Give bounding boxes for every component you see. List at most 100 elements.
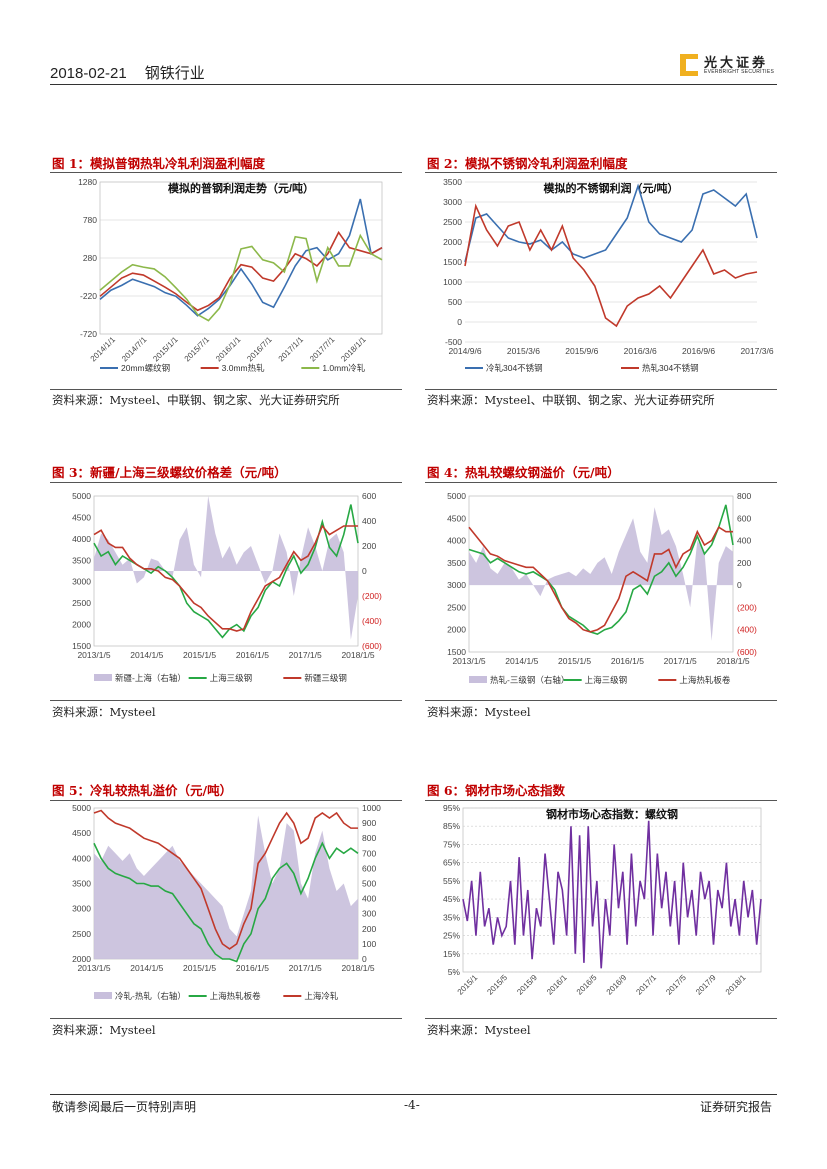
y2-tick-label: 800: [737, 491, 751, 501]
x-tick-label: 2015/9: [515, 973, 539, 997]
y2-tick-label: 300: [362, 909, 376, 919]
y-tick-label: 25%: [443, 931, 460, 941]
x-tick-label: 2018/1/5: [716, 656, 749, 666]
x-tick-label: 2018/1/1: [339, 335, 368, 364]
header-divider: [50, 84, 777, 85]
legend-label: 上海热轧板卷: [679, 675, 731, 685]
x-tick-label: 2015/3/6: [507, 346, 540, 356]
legend-label: 热轧-三级钢（右轴）: [490, 675, 569, 685]
y-tick-label: 15%: [443, 949, 460, 959]
x-tick-label: 2016/1: [545, 973, 569, 997]
y-tick-label: 65%: [443, 858, 460, 868]
y-tick-label: 500: [448, 297, 462, 307]
y-tick-label: 1500: [447, 647, 466, 657]
figure-6-source: 资料来源：Mysteel: [427, 1023, 531, 1037]
fig5-bottom-rule: [50, 1018, 402, 1019]
chart-1: 模拟的普钢利润走势（元/吨）1280780280-220-7202014/1/1…: [78, 177, 383, 373]
x-tick-label: 2016/1/5: [236, 963, 269, 973]
fig3-rule: [50, 482, 402, 483]
y-tick-label: 4500: [72, 828, 91, 838]
chart-4: 5000450040003500300025002000150080060040…: [447, 491, 757, 685]
legend-label: 3.0mm热轧: [222, 363, 265, 373]
legend-swatch: [94, 992, 112, 999]
y-tick-label: 5000: [72, 491, 91, 501]
y-tick-label: 3000: [443, 197, 462, 207]
y-tick-label: -720: [80, 329, 97, 339]
y-tick-label: 85%: [443, 821, 460, 831]
series-line: [99, 198, 383, 317]
x-tick-label: 2016/5: [575, 973, 599, 997]
fig4-bottom-rule: [425, 700, 777, 701]
x-tick-label: 2015/1/5: [558, 656, 591, 666]
y-tick-label: 35%: [443, 912, 460, 922]
y-tick-label: 3000: [447, 580, 466, 590]
y-tick-label: 4500: [72, 512, 91, 522]
industry-label: 钢铁行业: [144, 65, 205, 82]
x-tick-label: 2018/1/5: [341, 963, 374, 973]
figure-4-source: 资料来源：Mysteel: [427, 705, 531, 719]
page-number: -4-: [404, 1098, 420, 1112]
y-tick-label: 1280: [78, 177, 97, 187]
y-tick-label: 5000: [447, 491, 466, 501]
chart-3: 5000450040003500300025002000150060040020…: [72, 491, 382, 683]
footer-disclaimer: 敬请参阅最后一页特别声明: [52, 1100, 197, 1114]
y-tick-label: 4000: [72, 534, 91, 544]
x-tick-label: 2016/3/6: [624, 346, 657, 356]
y-tick-label: 280: [83, 253, 97, 263]
figure-1-title: 图 1：模拟普钢热轧冷轧利润盈利幅度: [52, 156, 266, 171]
x-tick-label: 2017/3/6: [740, 346, 773, 356]
y-tick-label: 1000: [443, 277, 462, 287]
fig1-rule: [50, 172, 402, 173]
y2-tick-label: 900: [362, 818, 376, 828]
x-tick-label: 2016/1/1: [214, 335, 243, 364]
y-tick-label: 3500: [447, 558, 466, 568]
figure-2-title: 图 2：模拟不锈钢冷轧利润盈利幅度: [427, 156, 628, 171]
y-tick-label: 45%: [443, 894, 460, 904]
y-tick-label: 3500: [72, 879, 91, 889]
legend-label: 1.0mm冷轧: [322, 363, 365, 373]
y2-tick-label: (400): [737, 625, 757, 635]
report-date: 2018-02-21: [50, 65, 127, 82]
y2-tick-label: 0: [362, 954, 367, 964]
y-tick-label: 55%: [443, 876, 460, 886]
legend-label: 20mm螺纹钢: [121, 363, 170, 373]
x-tick-label: 2017/9: [694, 973, 718, 997]
y2-tick-label: (200): [737, 602, 757, 612]
fig4-rule: [425, 482, 777, 483]
chart-title: 模拟的普钢利润走势（元/吨）: [168, 181, 314, 195]
series-area: [94, 815, 358, 959]
chart-6: 钢材市场心态指数：螺纹钢 95% 85% 75% 65% 55% 45% 35% 25% 15% 5…: [443, 803, 762, 997]
y2-tick-label: 800: [362, 833, 376, 843]
series-line: [468, 504, 734, 636]
x-tick-label: 2014/7/1: [120, 335, 149, 364]
y2-tick-label: 400: [362, 894, 376, 904]
series-line: [99, 233, 383, 322]
y-tick-label: 2500: [447, 602, 466, 612]
legend-label: 上海三级钢: [585, 675, 628, 685]
y-tick-label: 0: [457, 317, 462, 327]
figure-3-title: 图 3：新疆/上海三级螺纹价格差（元/吨）: [52, 465, 287, 480]
figure-6-title: 图 6：钢材市场心态指数: [427, 783, 566, 798]
y-tick-label: 3000: [72, 577, 91, 587]
x-tick-label: 2017/1: [634, 973, 658, 997]
figure-3-source: 资料来源：Mysteel: [52, 705, 156, 719]
logo-en: EVERBRIGHT SECURITIES: [704, 69, 775, 75]
x-tick-label: 2014/9/6: [448, 346, 481, 356]
y2-tick-label: (600): [737, 647, 757, 657]
series-line: [462, 820, 762, 969]
x-tick-label: 2016/1/5: [236, 650, 269, 660]
y2-tick-label: 100: [362, 939, 376, 949]
series-area: [94, 496, 358, 640]
y2-tick-label: 600: [362, 863, 376, 873]
legend-swatch: [94, 674, 112, 681]
fig2-bottom-rule: [425, 389, 777, 390]
figure-1-source: 资料来源：Mysteel、中联钢、钢之家、光大证券研究所: [52, 393, 340, 407]
x-tick-label: 2017/1/1: [277, 335, 306, 364]
x-tick-label: 2017/7/1: [308, 335, 337, 364]
y2-tick-label: 600: [737, 513, 751, 523]
x-tick-label: 2015/9/6: [565, 346, 598, 356]
y-tick-label: 3500: [443, 177, 462, 187]
y-tick-label: 2000: [447, 625, 466, 635]
footer-report-type: 证券研究报告: [700, 1100, 773, 1114]
y2-tick-label: (200): [362, 591, 382, 601]
